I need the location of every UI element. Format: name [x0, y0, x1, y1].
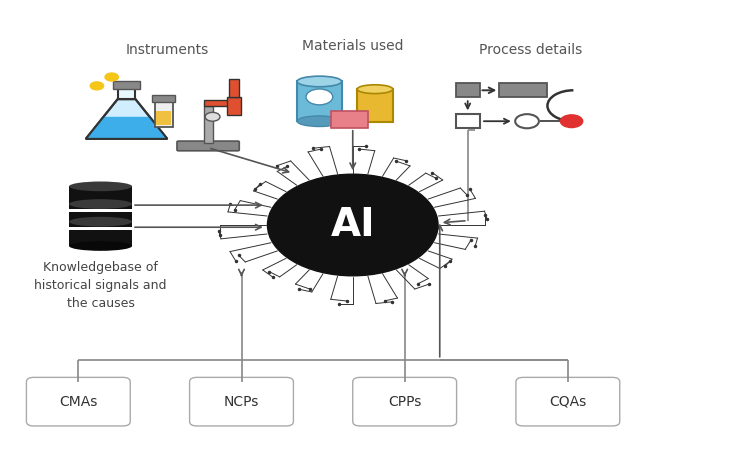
Text: CPPs: CPPs — [388, 395, 422, 409]
Text: NCPs: NCPs — [224, 395, 260, 409]
Circle shape — [90, 82, 104, 90]
FancyBboxPatch shape — [113, 81, 140, 90]
Circle shape — [206, 112, 220, 121]
Ellipse shape — [297, 76, 342, 87]
Circle shape — [268, 174, 438, 276]
FancyBboxPatch shape — [26, 378, 130, 426]
FancyBboxPatch shape — [190, 378, 293, 426]
FancyBboxPatch shape — [331, 111, 368, 128]
Circle shape — [560, 114, 584, 128]
FancyBboxPatch shape — [118, 88, 136, 99]
Ellipse shape — [297, 116, 342, 126]
Ellipse shape — [69, 206, 132, 216]
Ellipse shape — [357, 85, 393, 94]
Circle shape — [105, 73, 118, 81]
Bar — [68, 209, 134, 212]
FancyBboxPatch shape — [204, 106, 212, 143]
Circle shape — [306, 89, 333, 105]
Ellipse shape — [69, 241, 132, 251]
FancyBboxPatch shape — [456, 83, 479, 97]
Polygon shape — [86, 117, 167, 139]
Bar — [68, 227, 134, 230]
FancyBboxPatch shape — [352, 378, 457, 426]
Ellipse shape — [69, 224, 132, 233]
Bar — [69, 204, 132, 228]
FancyBboxPatch shape — [156, 111, 171, 125]
FancyBboxPatch shape — [357, 89, 393, 122]
Text: Materials used: Materials used — [302, 39, 404, 53]
Text: CQAs: CQAs — [549, 395, 586, 409]
Bar — [69, 222, 132, 246]
FancyBboxPatch shape — [154, 99, 172, 127]
Text: Knowledgebase of
historical signals and
the causes: Knowledgebase of historical signals and … — [34, 261, 166, 310]
FancyBboxPatch shape — [204, 100, 233, 106]
Polygon shape — [86, 99, 167, 139]
Text: AI: AI — [331, 206, 375, 244]
Ellipse shape — [69, 181, 132, 191]
FancyBboxPatch shape — [516, 378, 620, 426]
FancyBboxPatch shape — [152, 95, 176, 102]
Text: CMAs: CMAs — [59, 395, 98, 409]
FancyBboxPatch shape — [227, 97, 241, 115]
Text: Process details: Process details — [479, 43, 582, 57]
Bar — [69, 186, 132, 211]
Text: Instruments: Instruments — [126, 43, 209, 57]
FancyBboxPatch shape — [500, 83, 548, 97]
FancyBboxPatch shape — [177, 141, 239, 151]
Ellipse shape — [69, 217, 132, 226]
Ellipse shape — [69, 199, 132, 209]
FancyBboxPatch shape — [229, 79, 239, 97]
FancyBboxPatch shape — [297, 81, 342, 121]
